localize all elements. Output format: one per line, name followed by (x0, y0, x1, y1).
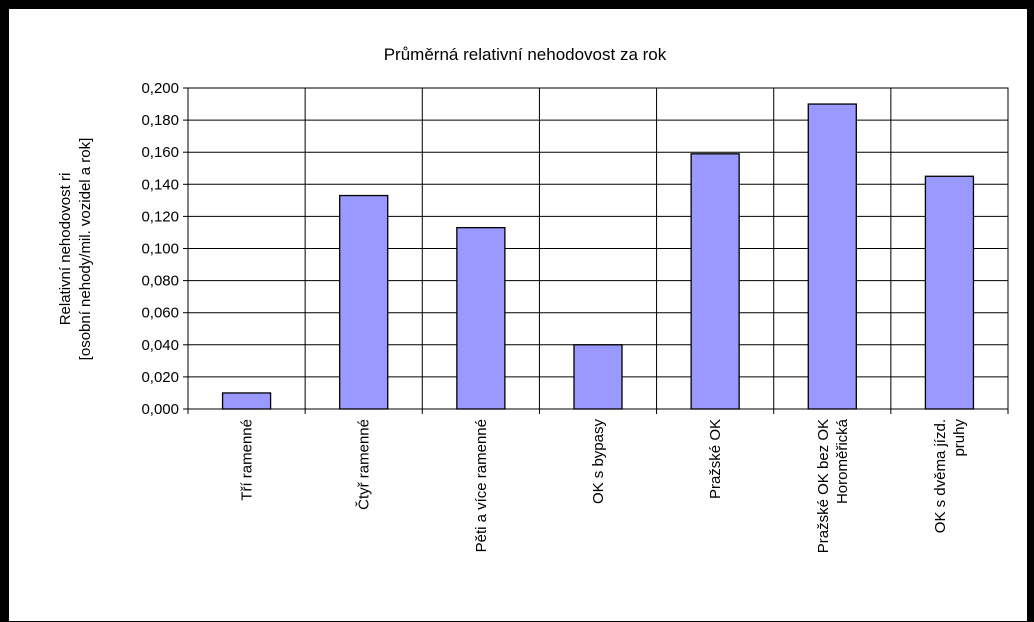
chart-border (7, 7, 1029, 622)
bar (690, 153, 740, 410)
x-category-label-line: OK s bypasy (590, 419, 607, 505)
y-axis-label-line-2: [osobní nehody/mil. vozidel a rok] (77, 138, 94, 361)
y-tick-label: 0,180 (141, 112, 179, 129)
y-tick-label: 0,040 (141, 337, 179, 354)
plot-area: 0,000 0,020 0,040 0,060 0,080 0,100 0,120 0,140… (141, 80, 1009, 553)
y-tick-label: 0,100 (141, 241, 179, 258)
y-axis-label-line-1: Relativní nehodovost ri (57, 173, 74, 326)
chart-title: Průměrná relativní nehodovost za rok (384, 45, 667, 64)
x-category-label: Pražské OK (707, 419, 724, 499)
x-category-label-line: OK s dvěma jízd. (932, 419, 949, 533)
plot-border (187, 87, 1009, 410)
y-tick-label: 0,140 (141, 176, 179, 193)
x-category-label: OK s bypasy (590, 419, 607, 505)
x-category-label-line: Horoměřická (834, 418, 851, 504)
bar (573, 344, 623, 410)
y-tick-label: 0,000 (141, 401, 179, 418)
bar (221, 392, 272, 410)
x-tick-labels: Tří ramenné Čtyř ramenné Pěti a více ramen… (239, 418, 968, 553)
bar (339, 194, 389, 410)
y-axis-label: Relativní nehodovost ri [osobní nehody/m… (57, 138, 94, 361)
x-category-label: Pražské OK bez OK Horoměřická (815, 418, 851, 553)
chart-background (8, 8, 1028, 622)
x-category-label: Čtyř ramenné (356, 419, 373, 510)
bar (456, 226, 506, 410)
x-category-label-line: Čtyř ramenné (356, 419, 373, 510)
y-tick-labels: 0,000 0,020 0,040 0,060 0,080 0,100 0,120 0,140… (141, 80, 179, 418)
y-tick-label: 0,020 (141, 369, 179, 386)
x-category-label: Tří ramenné (239, 419, 256, 501)
y-tick-label: 0,120 (141, 208, 179, 225)
x-category-label-line: Pražské OK bez OK (815, 419, 832, 553)
y-tick-label: 0,200 (141, 80, 179, 97)
y-tick-label: 0,080 (141, 273, 179, 290)
axes (183, 87, 1009, 414)
x-category-label-line: pruhy (951, 419, 968, 457)
x-category-label: OK s dvěma jízd. pruhy (932, 419, 968, 534)
y-tick-label: 0,160 (141, 144, 179, 161)
x-category-label-line: Tří ramenné (239, 419, 256, 501)
x-category-label-line: Pražské OK (707, 419, 724, 499)
bar (807, 103, 857, 410)
x-category-label-line: Pěti a více ramenné (473, 419, 490, 552)
bar (924, 175, 975, 410)
y-tick-label: 0,060 (141, 305, 179, 322)
x-category-label: Pěti a více ramenné (473, 419, 490, 552)
